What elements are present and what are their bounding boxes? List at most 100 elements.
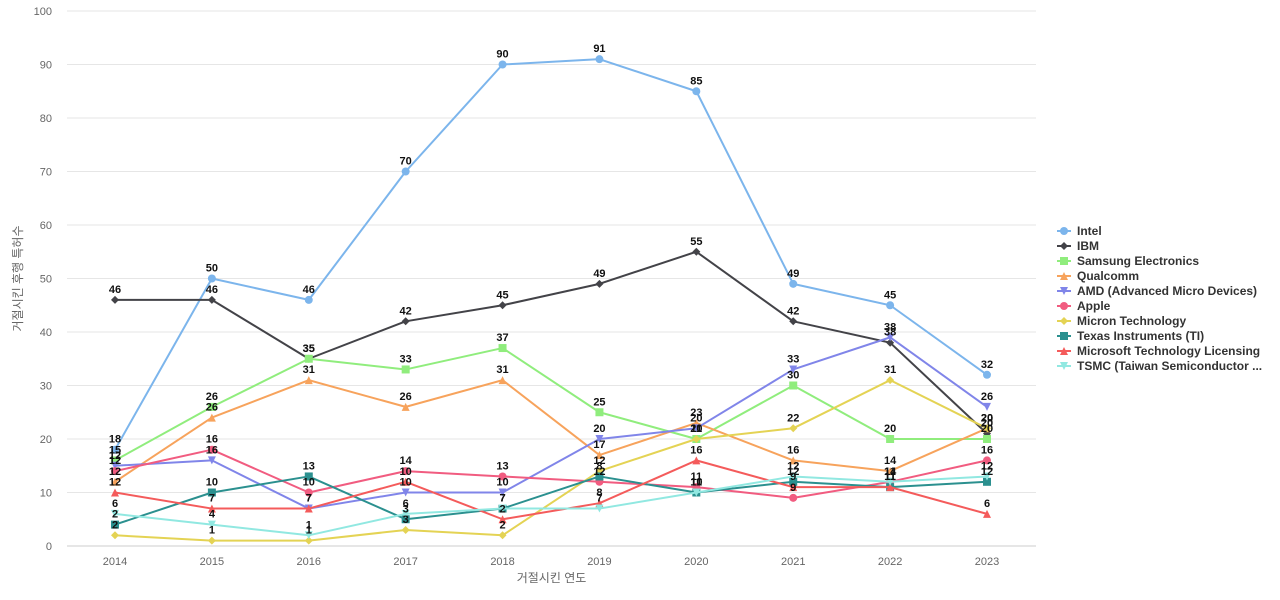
- legend-label: Qualcomm: [1077, 269, 1139, 283]
- data-point: [498, 472, 507, 481]
- data-label: 16: [206, 444, 218, 456]
- legend-marker: [1060, 347, 1068, 355]
- data-point: [886, 477, 895, 486]
- data-label: 12: [981, 466, 993, 478]
- data-point: [401, 509, 410, 518]
- legend-label: IBM: [1077, 239, 1099, 253]
- legend-item-intel[interactable]: Intel: [1057, 224, 1102, 238]
- series-samsung-electronics: [111, 344, 991, 465]
- data-point: [207, 402, 216, 411]
- data-point: [207, 274, 216, 283]
- series-line: [114, 58, 988, 451]
- data-point: [111, 477, 119, 486]
- data-point: [692, 456, 701, 465]
- data-point: [111, 461, 119, 470]
- data-label: 26: [981, 391, 993, 403]
- data-label: 35: [303, 343, 315, 355]
- data-point: [789, 279, 798, 288]
- data-label: 38: [884, 321, 896, 333]
- series-line: [114, 336, 988, 510]
- data-label: 12: [981, 460, 993, 472]
- data-label: 10: [400, 477, 412, 489]
- data-point: [401, 467, 410, 476]
- data-point: [111, 456, 119, 465]
- data-label: 18: [109, 434, 121, 446]
- data-point: [111, 520, 119, 529]
- legend-item-microsoft-technology-licensing[interactable]: Microsoft Technology Licensing: [1057, 344, 1260, 358]
- data-point: [983, 456, 991, 465]
- data-label: 17: [593, 439, 605, 451]
- data-label: 26: [206, 391, 218, 403]
- data-label: 42: [787, 305, 799, 317]
- legend-marker: [1060, 257, 1068, 265]
- legend-item-texas-instruments-ti[interactable]: Texas Instruments (TI): [1057, 329, 1204, 343]
- data-label: 6: [984, 498, 990, 510]
- data-label: 8: [596, 487, 602, 499]
- data-point: [692, 87, 701, 96]
- data-point: [595, 451, 604, 460]
- data-point: [401, 525, 410, 534]
- legend-label: Micron Technology: [1077, 314, 1186, 328]
- data-point: [304, 504, 313, 513]
- legend-label: TSMC (Taiwan Semiconductor ...: [1077, 359, 1262, 373]
- y-axis-ticks: 0 10 20 30 40 50 60 70 80 90 100: [34, 6, 52, 553]
- data-label: 1: [306, 519, 312, 531]
- data-label: 7: [306, 493, 312, 505]
- data-point: [498, 531, 507, 540]
- data-point: [789, 456, 798, 465]
- data-label: 46: [303, 284, 315, 296]
- series-microsoft-technology-licensing: [111, 456, 991, 524]
- data-label: 31: [496, 364, 508, 376]
- y-axis-title: 거절시킨 후행 특허수: [10, 225, 25, 331]
- data-label: 16: [206, 434, 218, 446]
- data-point: [111, 531, 119, 540]
- series-intel: [111, 55, 991, 454]
- legend-item-tsmc-taiwan-semiconductor[interactable]: TSMC (Taiwan Semiconductor ...: [1057, 359, 1262, 373]
- data-point: [595, 408, 604, 417]
- legend-item-ibm[interactable]: IBM: [1057, 239, 1099, 253]
- data-label: 11: [884, 471, 896, 483]
- data-point: [789, 493, 798, 502]
- data-point: [886, 435, 895, 443]
- data-point: [498, 301, 507, 310]
- legend-label: Samsung Electronics: [1077, 254, 1199, 268]
- y-tick-label: 80: [40, 113, 52, 125]
- legend-item-amd-advanced-micro-devices[interactable]: AMD (Advanced Micro Devices): [1057, 284, 1257, 298]
- x-tick-label: 2014: [103, 556, 127, 568]
- data-label: 11: [691, 471, 703, 483]
- data-label: 3: [403, 514, 409, 526]
- data-label: 13: [496, 460, 508, 472]
- data-point: [401, 317, 410, 326]
- data-label: 2: [499, 519, 505, 531]
- data-label: 91: [593, 43, 605, 55]
- legend-item-samsung-electronics[interactable]: Samsung Electronics: [1057, 254, 1199, 268]
- legend-item-apple[interactable]: Apple: [1057, 299, 1111, 313]
- data-label: 20: [981, 412, 993, 424]
- legend-marker: [1060, 362, 1068, 370]
- x-tick-label: 2016: [297, 556, 321, 568]
- data-label: 2: [499, 503, 505, 515]
- data-label: 20: [981, 412, 993, 424]
- data-label: 6: [403, 498, 409, 510]
- y-tick-label: 0: [46, 541, 52, 553]
- data-label: 10: [496, 477, 508, 489]
- data-label: 11: [884, 466, 896, 478]
- data-label: 12: [593, 466, 605, 478]
- data-point: [401, 515, 410, 524]
- legend-label: AMD (Advanced Micro Devices): [1077, 284, 1257, 298]
- data-point: [304, 295, 313, 304]
- legend-item-micron-technology[interactable]: Micron Technology: [1057, 314, 1186, 328]
- series-micron-technology: [111, 376, 991, 545]
- data-point: [207, 295, 216, 304]
- y-tick-label: 60: [40, 220, 52, 232]
- data-label: 7: [209, 493, 215, 505]
- series-line: [114, 448, 988, 499]
- data-label: 16: [981, 444, 993, 456]
- legend-item-qualcomm[interactable]: Qualcomm: [1057, 269, 1139, 283]
- data-label: 33: [787, 353, 799, 365]
- data-label: 11: [884, 471, 896, 483]
- y-tick-label: 30: [40, 381, 52, 393]
- data-label: 12: [593, 455, 605, 467]
- data-label: 8: [596, 460, 602, 472]
